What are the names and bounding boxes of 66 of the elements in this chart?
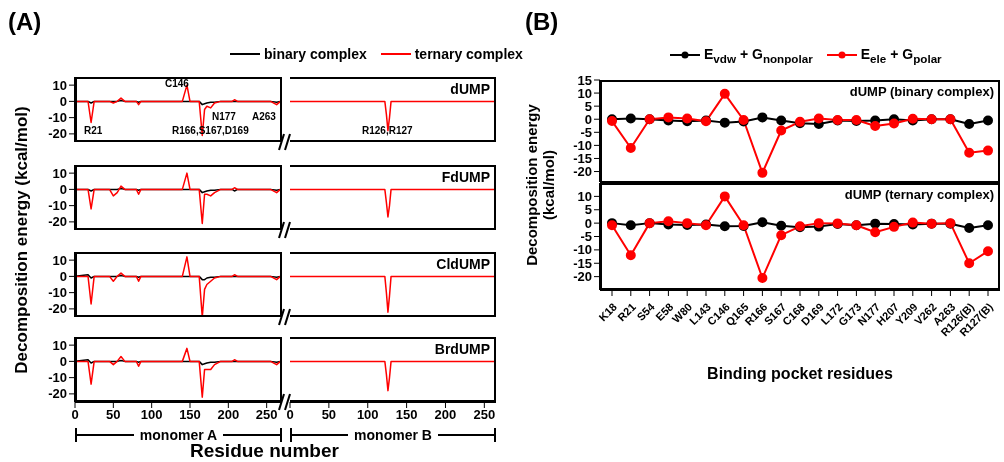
x-tick-label: 0	[71, 407, 79, 423]
y-tick-label: -20	[48, 126, 67, 142]
y-tick-label: 0	[584, 111, 592, 127]
y-tick-label: 0	[584, 215, 592, 231]
y-tick-label: 10	[52, 252, 67, 268]
y-tick-label: -20	[573, 164, 592, 180]
x-tick-label: 200	[217, 407, 240, 423]
x-tick-label: 150	[179, 407, 201, 423]
text: (A)	[8, 8, 42, 36]
y-tick-label: 0	[59, 353, 67, 369]
y-axis-title: Decomposition energy (kcal/mol)	[11, 105, 33, 376]
x-axis-title: monomer A	[133, 427, 224, 443]
annotation: R21	[84, 125, 103, 136]
x-tick-label: 200	[434, 407, 457, 423]
x-axis-title: monomer B	[348, 427, 438, 443]
x-tick-label: 50	[321, 407, 337, 423]
y-tick-label: -10	[48, 110, 67, 126]
y-tick-label: -20	[48, 386, 67, 402]
y-tick-label: -15	[573, 151, 592, 167]
y-tick-label: 0	[59, 268, 67, 284]
y-tick-label: -10	[48, 285, 67, 301]
y-tick-label: -15	[573, 255, 592, 271]
y-tick-label: -20	[573, 269, 592, 285]
x-tick-label: 250	[473, 407, 496, 423]
y-tick-label: -5	[580, 124, 592, 140]
x-tick-label: 150	[395, 407, 418, 423]
x-tick-label: 100	[356, 407, 379, 423]
legend-label: E$_{vdw}$ + G$_{nonpolar}$	[704, 46, 813, 65]
y-tick-label: 10	[52, 77, 67, 93]
y-tick-label: 0	[59, 181, 67, 197]
x-tick-label: 0	[286, 407, 294, 423]
x-tick-label: 50	[106, 407, 121, 423]
text: Residue number	[190, 440, 339, 462]
y-tick-label: -10	[48, 370, 67, 386]
y-tick-label: 15	[577, 72, 592, 88]
y-tick-label: -10	[48, 198, 67, 214]
y-tick-label: -20	[48, 301, 67, 317]
chart-title: dUMP	[449, 81, 490, 97]
legend-label: binary complex	[264, 46, 367, 62]
annotation: R126,R127	[362, 125, 413, 136]
y-tick-label: 10	[577, 188, 592, 204]
chart-title: BrdUMP	[433, 341, 490, 357]
y-tick-label: -5	[580, 229, 592, 245]
chart-title: CldUMP	[435, 256, 490, 272]
chart-title: FdUMP	[440, 169, 490, 185]
y-tick-label: 5	[584, 98, 592, 114]
annotation: C146	[165, 78, 189, 89]
chart-title: dUMP (binary complex)	[848, 84, 994, 99]
y-tick-label: 10	[577, 85, 592, 101]
x-axis-title: Binding pocket residues	[706, 365, 894, 383]
y-tick-label: 10	[52, 165, 67, 181]
y-tick-label: -20	[48, 214, 67, 230]
y-axis-title: Decomposition energy (kcal/mol)	[521, 103, 558, 268]
y-tick-label: -10	[573, 242, 592, 258]
y-tick-label: -10	[573, 138, 592, 153]
y-tick-label: 5	[584, 202, 592, 218]
text: (B)	[525, 8, 559, 36]
legend-label: E$_{ele}$ + G$_{polar}$	[860, 46, 942, 65]
legend-label: ternary complex	[414, 46, 523, 62]
x-tick-label: 100	[140, 407, 163, 423]
annotation: A263	[252, 111, 276, 122]
y-tick-label: 10	[52, 337, 67, 353]
annotation: N177	[212, 111, 236, 122]
chart-title: dUMP (ternary complex)	[843, 187, 994, 202]
x-tick-label: 250	[255, 407, 278, 423]
y-tick-label: 0	[59, 93, 67, 109]
